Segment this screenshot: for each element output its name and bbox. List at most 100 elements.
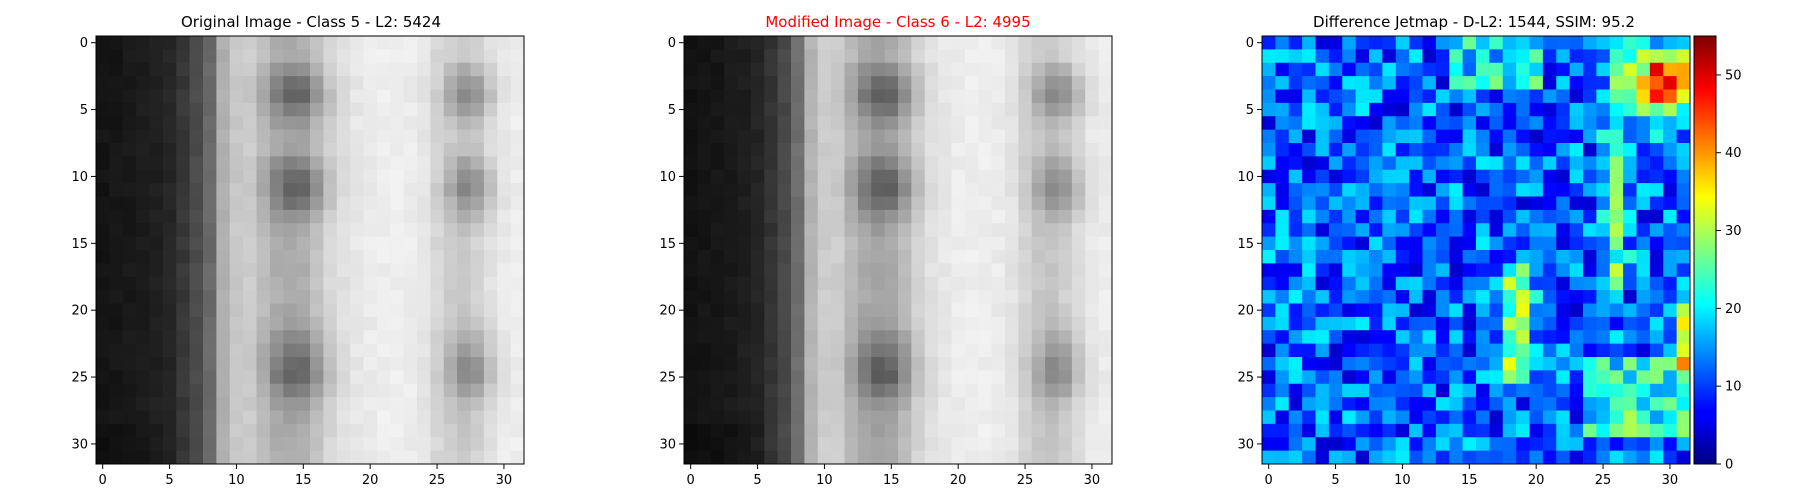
- cell: [1623, 330, 1637, 345]
- cell: [1489, 397, 1504, 411]
- cell: [1609, 143, 1624, 157]
- cell: [1328, 209, 1343, 224]
- cell: [791, 383, 805, 398]
- cell: [457, 343, 471, 358]
- cell: [857, 276, 872, 291]
- cell: [483, 290, 498, 304]
- cell: [350, 316, 364, 331]
- cell: [1516, 62, 1530, 77]
- cell: [122, 196, 137, 211]
- cell: [203, 316, 217, 331]
- cell: [777, 330, 792, 345]
- cell: [162, 156, 177, 171]
- cell: [390, 236, 405, 251]
- cell: [283, 236, 298, 251]
- cell: [1369, 383, 1383, 398]
- cell: [1045, 36, 1059, 50]
- cell: [1609, 62, 1624, 77]
- cell: [924, 129, 939, 144]
- cell: [176, 330, 191, 345]
- cell: [283, 316, 298, 331]
- cell: [1422, 62, 1437, 77]
- cell: [911, 209, 926, 224]
- cell: [390, 36, 405, 50]
- cell: [737, 102, 752, 117]
- cell: [938, 209, 952, 224]
- cell: [1098, 89, 1113, 104]
- cell: [256, 143, 271, 157]
- cell: [1045, 450, 1059, 465]
- cell: [122, 169, 137, 184]
- cell: [764, 290, 779, 304]
- cell: [1449, 36, 1464, 50]
- cell: [283, 370, 298, 385]
- cell: [1018, 330, 1033, 345]
- cell: [924, 102, 939, 117]
- cell: [791, 62, 805, 77]
- cell: [1649, 183, 1664, 197]
- cell: [1596, 423, 1611, 438]
- cell: [791, 183, 805, 197]
- cell: [443, 370, 458, 385]
- cell: [1328, 357, 1343, 371]
- cell: [991, 316, 1006, 331]
- cell: [483, 89, 498, 104]
- cell: [804, 423, 819, 438]
- cell: [1018, 290, 1033, 304]
- cell: [136, 437, 150, 452]
- cell: [109, 343, 124, 358]
- cell: [1502, 357, 1517, 371]
- cell: [1328, 303, 1343, 318]
- cell: [1556, 437, 1571, 452]
- cell: [269, 450, 284, 465]
- cell: [884, 290, 899, 304]
- cell: [483, 116, 498, 131]
- cell: [817, 423, 832, 438]
- cell: [831, 276, 845, 291]
- cell: [1476, 263, 1490, 278]
- cell: [991, 343, 1006, 358]
- cell: [924, 397, 939, 411]
- cell: [764, 36, 779, 50]
- cell: [243, 397, 257, 411]
- x-tick-label: 5: [1331, 473, 1339, 488]
- cell: [1098, 36, 1113, 50]
- cell: [1382, 250, 1397, 264]
- cell: [964, 62, 979, 77]
- cell: [1315, 423, 1330, 438]
- cell: [1676, 236, 1691, 251]
- cell: [1663, 410, 1678, 425]
- cell: [203, 437, 217, 452]
- cell: [443, 410, 458, 425]
- cell: [176, 76, 191, 90]
- cell: [938, 437, 952, 452]
- cell: [1342, 370, 1357, 385]
- cell: [1502, 62, 1517, 77]
- cell: [724, 437, 738, 452]
- cell: [871, 129, 886, 144]
- cell: [857, 209, 872, 224]
- cell: [1596, 89, 1611, 104]
- cell: [911, 343, 926, 358]
- cell: [1476, 450, 1490, 465]
- cell: [1395, 397, 1410, 411]
- cell: [1516, 116, 1530, 131]
- cell: [1355, 209, 1370, 224]
- cell: [256, 62, 271, 77]
- cell: [1098, 410, 1113, 425]
- cell: [1663, 129, 1678, 144]
- cell: [1262, 370, 1276, 385]
- cell: [1275, 102, 1290, 117]
- cell: [336, 236, 351, 251]
- cell: [216, 156, 231, 171]
- cell: [1636, 423, 1651, 438]
- cell: [1529, 250, 1544, 264]
- cell: [1489, 263, 1504, 278]
- cell: [1596, 410, 1611, 425]
- cell: [149, 236, 164, 251]
- cell: [1005, 49, 1019, 64]
- cell: [1569, 263, 1584, 278]
- cell: [1462, 49, 1477, 64]
- cell: [310, 383, 324, 398]
- cell: [1596, 316, 1611, 331]
